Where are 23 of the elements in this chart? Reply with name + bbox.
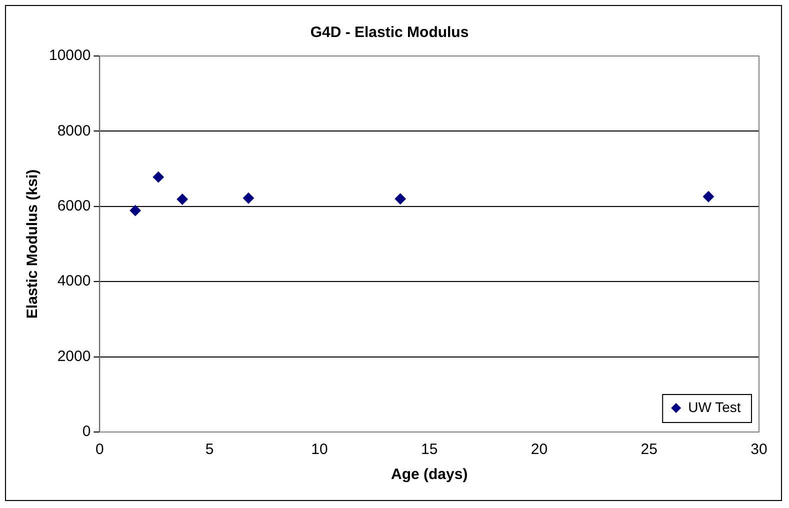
x-tick-label: 30	[750, 441, 768, 458]
y-tick-label: 0	[82, 423, 91, 440]
x-tick-label: 15	[421, 441, 438, 458]
y-tick-label: 4000	[57, 272, 91, 290]
point	[152, 172, 164, 183]
y-tick-label: 10000	[48, 47, 91, 64]
y-tick-label: 6000	[57, 198, 91, 215]
point	[242, 192, 254, 204]
point	[130, 205, 141, 216]
point	[176, 194, 188, 205]
x-tick-label: 5	[205, 441, 214, 458]
y-tick-label: 2000	[57, 348, 91, 365]
x-tick-label: 10	[311, 441, 328, 458]
chart-title: G4D - Elastic Modulus	[310, 24, 469, 42]
legend-label: UW Test	[688, 398, 741, 415]
x-tick-label: 25	[640, 441, 658, 458]
point	[394, 193, 406, 204]
x-axis-title: Age (days)	[391, 466, 468, 484]
point	[702, 191, 714, 202]
y-axis-title: Elastic Modulus (ksi)	[24, 169, 42, 319]
y-tick-label: 8000	[57, 122, 91, 140]
x-tick-label: 20	[530, 441, 548, 458]
x-tick-label: 0	[96, 441, 104, 458]
